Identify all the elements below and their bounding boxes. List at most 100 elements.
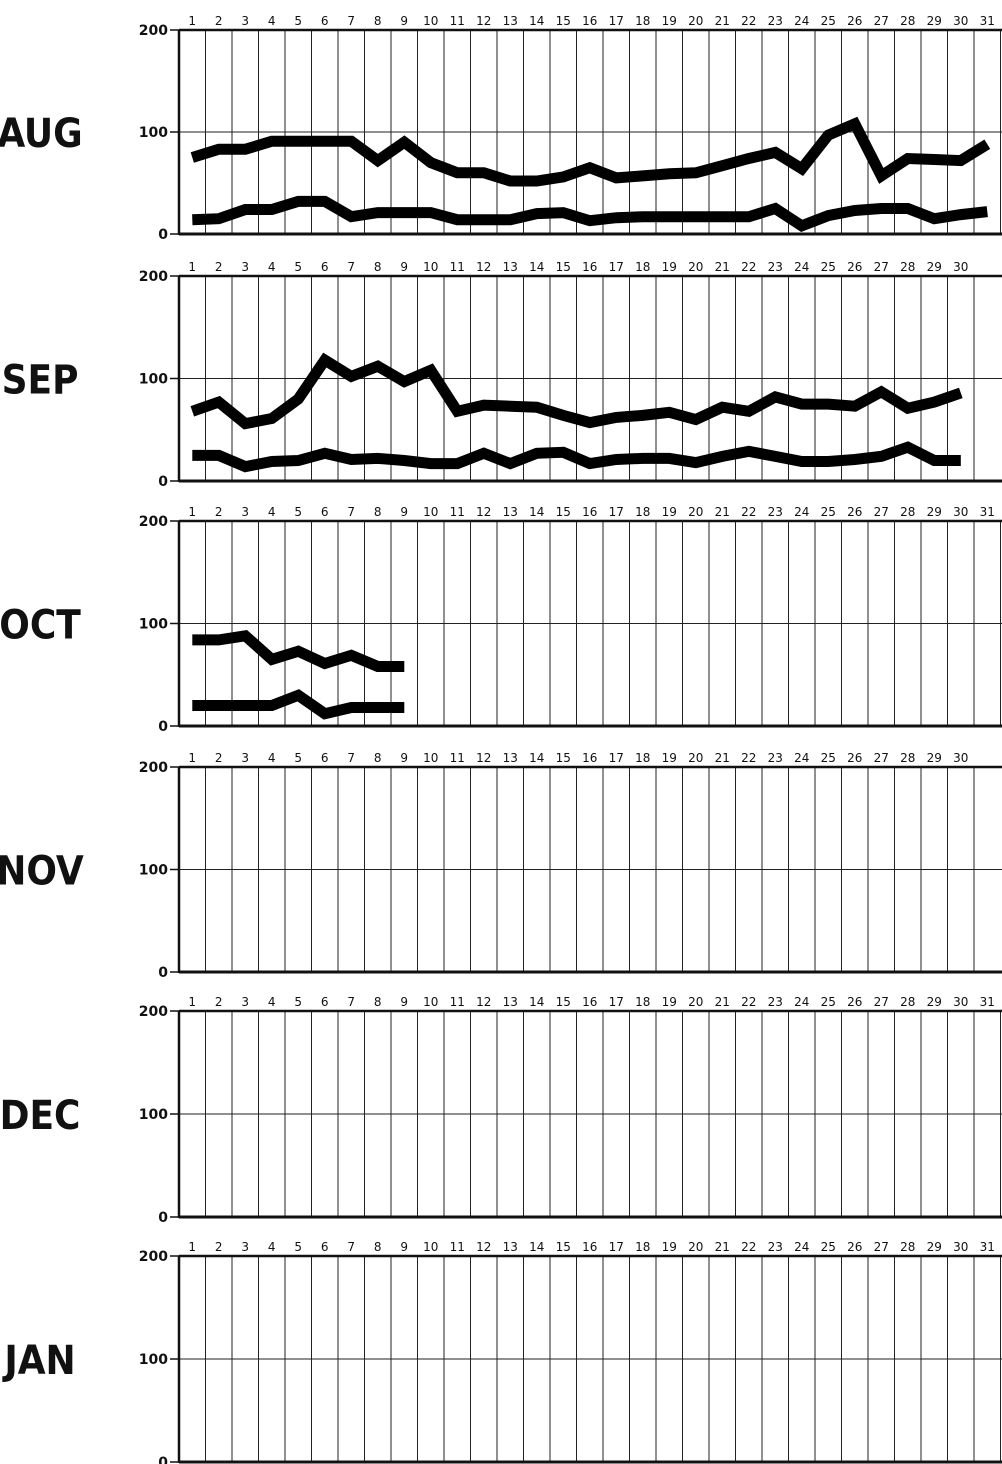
day-tick-label: 6 <box>321 14 329 28</box>
day-tick-label: 22 <box>741 995 756 1009</box>
y-tick-label: 100 <box>139 1107 168 1123</box>
day-tick-label: 2 <box>215 751 223 765</box>
day-tick-label: 14 <box>529 505 544 519</box>
day-tick-label: 7 <box>347 505 355 519</box>
day-tick-label: 14 <box>529 260 544 274</box>
day-tick-label: 18 <box>635 260 650 274</box>
day-tick-label: 6 <box>321 505 329 519</box>
day-tick-label: 31 <box>980 1240 995 1254</box>
day-tick-label: 26 <box>847 14 862 28</box>
y-tick-label: 0 <box>158 227 168 243</box>
day-tick-label: 1 <box>188 260 196 274</box>
y-tick-label: 100 <box>139 372 168 388</box>
y-tick-label: 200 <box>139 760 168 776</box>
day-tick-label: 2 <box>215 995 223 1009</box>
day-tick-label: 3 <box>241 995 249 1009</box>
day-tick-label: 18 <box>635 1240 650 1254</box>
y-tick-label: 200 <box>139 1249 168 1265</box>
day-tick-label: 24 <box>794 995 809 1009</box>
day-tick-label: 2 <box>215 14 223 28</box>
day-tick-label: 10 <box>423 505 438 519</box>
day-tick-label: 23 <box>768 751 783 765</box>
y-tick-label: 0 <box>158 474 168 490</box>
day-tick-label: 29 <box>927 1240 942 1254</box>
day-tick-label: 13 <box>503 14 518 28</box>
day-tick-label: 8 <box>374 14 382 28</box>
day-tick-label: 27 <box>874 505 889 519</box>
y-tick-label: 200 <box>139 23 168 39</box>
day-tick-label: 20 <box>688 1240 703 1254</box>
day-tick-label: 26 <box>847 1240 862 1254</box>
day-tick-label: 4 <box>268 14 276 28</box>
day-tick-label: 4 <box>268 995 276 1009</box>
day-tick-label: 21 <box>715 751 730 765</box>
day-tick-label: 1 <box>188 751 196 765</box>
day-tick-label: 4 <box>268 751 276 765</box>
day-tick-label: 17 <box>609 505 624 519</box>
y-tick-label: 0 <box>158 965 168 981</box>
y-tick-label: 100 <box>139 1352 168 1368</box>
day-tick-label: 1 <box>188 505 196 519</box>
day-tick-label: 14 <box>529 14 544 28</box>
y-tick-label: 100 <box>139 125 168 141</box>
day-tick-label: 25 <box>821 751 836 765</box>
series-line-upper <box>190 352 963 430</box>
day-tick-label: 30 <box>953 14 968 28</box>
y-tick-label: 100 <box>139 617 168 633</box>
day-tick-label: 4 <box>268 1240 276 1254</box>
day-tick-label: 25 <box>821 260 836 274</box>
day-tick-label: 24 <box>794 505 809 519</box>
day-tick-label: 19 <box>662 995 677 1009</box>
day-tick-label: 28 <box>900 14 915 28</box>
day-tick-label: 26 <box>847 505 862 519</box>
day-tick-label: 25 <box>821 1240 836 1254</box>
day-tick-label: 19 <box>662 260 677 274</box>
day-tick-label: 24 <box>794 751 809 765</box>
day-tick-label: 5 <box>294 260 302 274</box>
day-tick-label: 20 <box>688 751 703 765</box>
day-tick-label: 4 <box>268 260 276 274</box>
day-tick-label: 10 <box>423 14 438 28</box>
day-tick-label: 9 <box>400 505 408 519</box>
day-tick-label: 7 <box>347 1240 355 1254</box>
day-tick-label: 29 <box>927 14 942 28</box>
day-tick-label: 11 <box>450 751 465 765</box>
day-tick-label: 5 <box>294 14 302 28</box>
day-tick-label: 21 <box>715 1240 730 1254</box>
month-label: SEP <box>2 358 79 404</box>
day-tick-label: 29 <box>927 260 942 274</box>
day-tick-label: 13 <box>503 995 518 1009</box>
day-tick-label: 24 <box>794 14 809 28</box>
day-tick-label: 16 <box>582 260 597 274</box>
day-tick-label: 8 <box>374 260 382 274</box>
day-tick-label: 25 <box>821 14 836 28</box>
day-tick-label: 23 <box>768 14 783 28</box>
month-label: AUG <box>0 111 83 157</box>
day-tick-label: 9 <box>400 751 408 765</box>
day-tick-label: 17 <box>609 14 624 28</box>
day-tick-label: 23 <box>768 1240 783 1254</box>
day-tick-label: 21 <box>715 14 730 28</box>
day-tick-label: 12 <box>476 505 491 519</box>
day-tick-label: 24 <box>794 1240 809 1254</box>
day-tick-label: 22 <box>741 505 756 519</box>
day-tick-label: 2 <box>215 260 223 274</box>
day-tick-label: 12 <box>476 751 491 765</box>
y-tick-label: 200 <box>139 514 168 530</box>
series-line-upper <box>190 116 991 187</box>
day-tick-label: 5 <box>294 1240 302 1254</box>
day-tick-label: 24 <box>794 260 809 274</box>
day-tick-label: 10 <box>423 260 438 274</box>
series-line-upper <box>192 629 405 672</box>
day-tick-label: 9 <box>400 1240 408 1254</box>
day-tick-label: 29 <box>927 995 942 1009</box>
day-tick-label: 21 <box>715 995 730 1009</box>
y-tick-label: 200 <box>139 1004 168 1020</box>
series-line-lower <box>192 195 988 232</box>
day-tick-label: 13 <box>503 260 518 274</box>
y-tick-label: 200 <box>139 269 168 285</box>
day-tick-label: 29 <box>927 751 942 765</box>
